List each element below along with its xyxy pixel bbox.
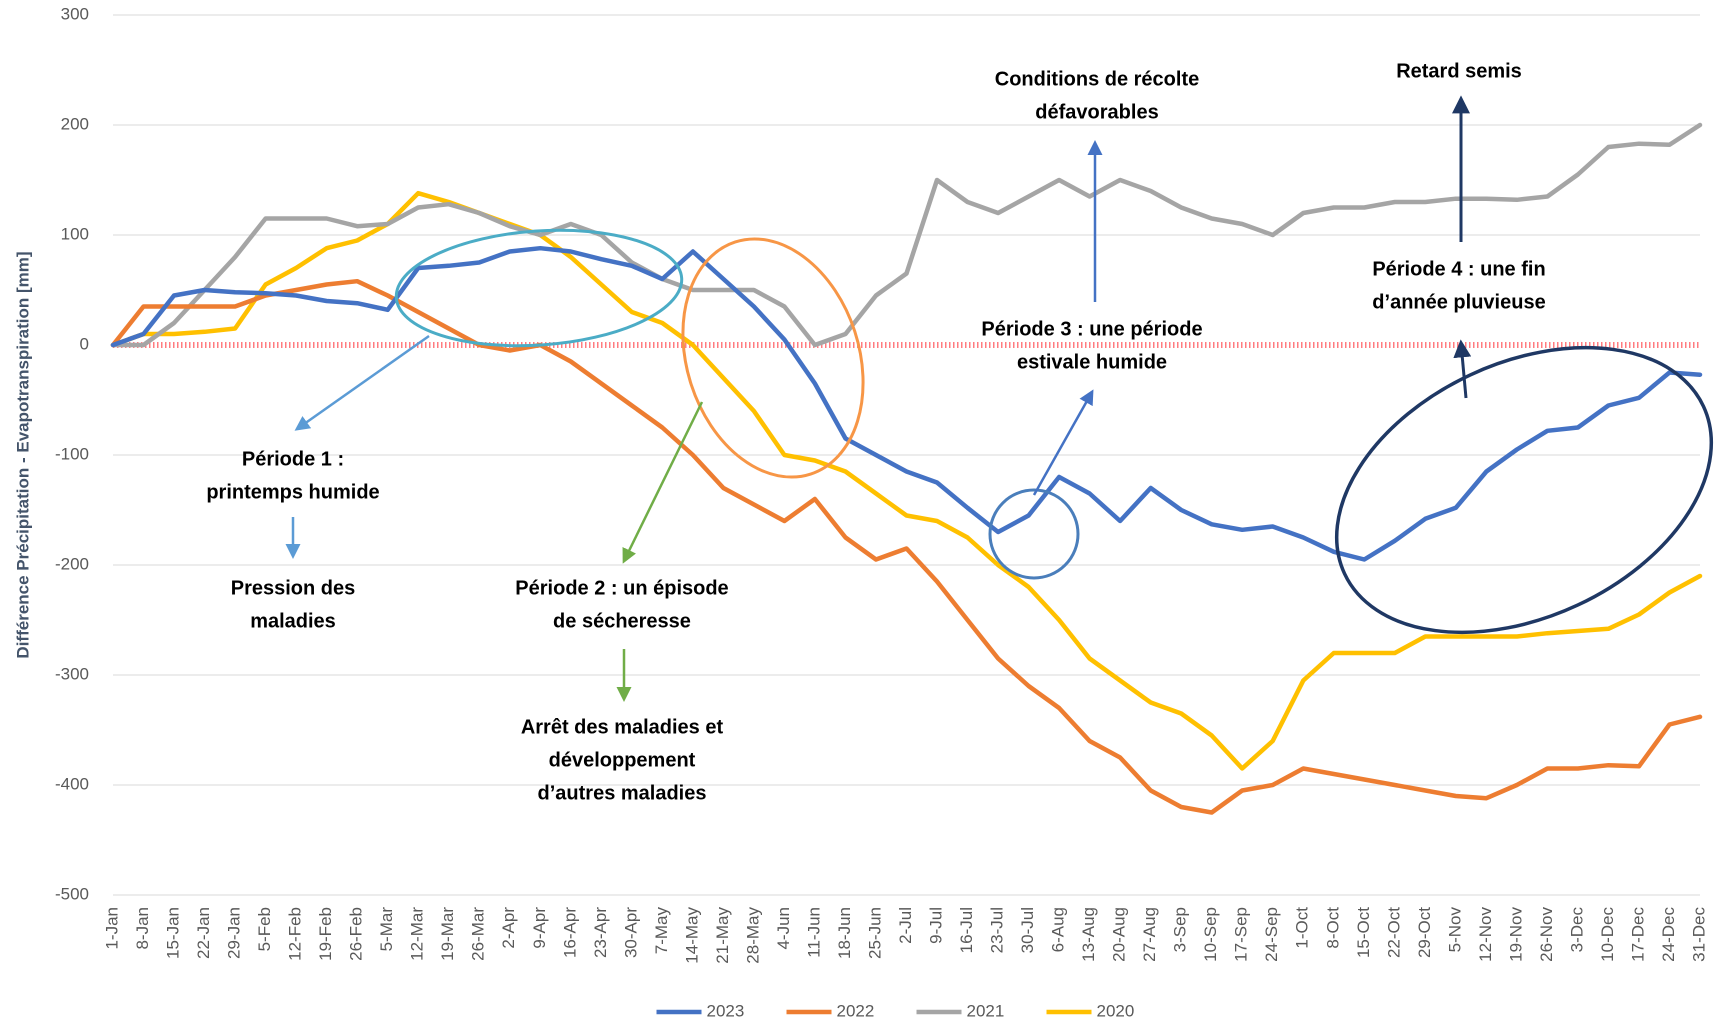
x-tick-label: 1-Jan	[102, 907, 121, 950]
annotation: de sécheresse	[553, 610, 691, 632]
legend-label: 2020	[1097, 1001, 1135, 1020]
x-tick-label: 8-Jan	[133, 907, 152, 950]
annotation: d’année pluvieuse	[1372, 291, 1545, 313]
annotation: défavorables	[1035, 101, 1158, 123]
x-tick-label: 23-Jul	[988, 907, 1007, 953]
x-tick-label: 15-Oct	[1354, 907, 1373, 958]
grid	[113, 14, 1700, 896]
arrow	[1032, 389, 1094, 496]
x-tick-label: 6-Aug	[1049, 907, 1068, 952]
y-tick-label: -300	[55, 664, 89, 683]
arrow	[294, 334, 430, 431]
legend-label: 2022	[837, 1001, 875, 1020]
x-tick-label: 26-Mar	[469, 907, 488, 961]
x-tick-label: 30-Apr	[621, 907, 640, 958]
y-axis-label: Différence Précipitation - Evapotranspir…	[13, 251, 32, 658]
lines	[110, 122, 1703, 815]
arrow	[1453, 339, 1472, 399]
x-tick-label: 20-Aug	[1110, 907, 1129, 962]
x-tick-label: 12-Feb	[286, 907, 305, 961]
y-tick-label: -400	[55, 774, 89, 793]
legend-label: 2023	[707, 1001, 745, 1020]
y-tick-label: 200	[61, 114, 89, 133]
x-tick-label: 4-Jun	[774, 907, 793, 950]
y-tick-label: -500	[55, 884, 89, 903]
y-tick-label: 100	[61, 224, 89, 243]
x-tick-label: 19-Nov	[1506, 907, 1525, 962]
series-line	[110, 122, 1703, 348]
x-tick-label: 9-Jul	[927, 907, 946, 944]
x-tick-label: 25-Jun	[865, 907, 884, 959]
x-tick-label: 13-Aug	[1079, 907, 1098, 962]
x-tick-label: 9-Apr	[530, 907, 549, 949]
series-line	[110, 190, 1703, 771]
y-tick-label: 0	[80, 334, 89, 353]
annotation: développement	[549, 749, 696, 771]
x-tick-label: 1-Oct	[1293, 907, 1312, 949]
ellipse	[394, 228, 684, 348]
x-tick-label: 31-Dec	[1689, 907, 1708, 962]
ellipse	[988, 488, 1080, 580]
annotation: Conditions de récolte	[995, 68, 1199, 90]
x-tick-label: 23-Apr	[591, 907, 610, 958]
x-tick-label: 19-Mar	[438, 907, 457, 961]
series-line	[110, 245, 1703, 562]
annotation: Période 3 : une période	[981, 318, 1202, 340]
annotation: estivale humide	[1017, 351, 1167, 373]
x-tick-label: 15-Jan	[164, 907, 183, 959]
x-tick-label: 14-May	[682, 907, 701, 964]
ellipse	[1334, 345, 1714, 635]
x-tick-label: 26-Nov	[1537, 907, 1556, 962]
x-tick-label: 26-Feb	[347, 907, 366, 961]
annotation: Pression des	[231, 577, 356, 599]
x-tick-label: 22-Jan	[194, 907, 213, 959]
x-tick-label: 3-Sep	[1171, 907, 1190, 952]
x-tick-label: 27-Aug	[1140, 907, 1159, 962]
x-tick-label: 5-Mar	[377, 907, 396, 952]
annotation: Arrêt des maladies et	[521, 716, 724, 738]
y-tick-label: -200	[55, 554, 89, 573]
y-tick-label: -100	[55, 444, 89, 463]
x-tick-label: 17-Dec	[1628, 907, 1647, 962]
x-tick-label: 11-Jun	[804, 907, 823, 958]
x-tick-label: 12-Mar	[408, 907, 427, 961]
x-tick-label: 21-May	[713, 907, 732, 964]
x-tick-label: 29-Jan	[225, 907, 244, 959]
x-tick-label: 7-May	[652, 907, 671, 955]
x-tick-label: 30-Jul	[1018, 907, 1037, 953]
annotation: maladies	[250, 610, 336, 632]
annotation: Période 2 : un épisode	[515, 577, 728, 599]
x-tick-label: 29-Oct	[1415, 907, 1434, 958]
x-tick-label: 2-Jul	[896, 907, 915, 944]
annotation: Période 1 :	[242, 448, 344, 470]
x-tick-label: 10-Sep	[1201, 907, 1220, 962]
annotation-shapes	[285, 95, 1714, 702]
x-tick-label: 28-May	[743, 907, 762, 964]
x-tick-label: 17-Sep	[1232, 907, 1251, 962]
x-tick-label: 12-Nov	[1476, 907, 1495, 962]
x-tick-label: 5-Feb	[255, 907, 274, 951]
series-line	[110, 278, 1703, 815]
x-tick-label: 8-Oct	[1323, 907, 1342, 949]
x-tick-label: 24-Dec	[1659, 907, 1678, 962]
annotation: Retard semis	[1396, 60, 1522, 82]
annotation: Période 4 : une fin	[1372, 258, 1545, 280]
x-tick-label: 3-Dec	[1567, 907, 1586, 953]
x-tick-label: 24-Sep	[1262, 907, 1281, 962]
x-tick-label: 10-Dec	[1598, 907, 1617, 962]
x-tick-label: 22-Oct	[1384, 907, 1403, 958]
x-tick-label: 2-Apr	[499, 907, 518, 949]
x-tick-label: 5-Nov	[1445, 907, 1464, 953]
x-tick-label: 16-Jul	[957, 907, 976, 953]
x-tick-label: 18-Jun	[835, 907, 854, 959]
legend-label: 2021	[967, 1001, 1005, 1020]
y-tick-label: 300	[61, 4, 89, 23]
ellipse	[681, 237, 865, 479]
annotation: printemps humide	[206, 481, 379, 503]
x-tick-label: 19-Feb	[316, 907, 335, 961]
x-tick-label: 16-Apr	[560, 907, 579, 958]
arrow	[622, 401, 704, 564]
annotation: d’autres maladies	[538, 782, 707, 804]
